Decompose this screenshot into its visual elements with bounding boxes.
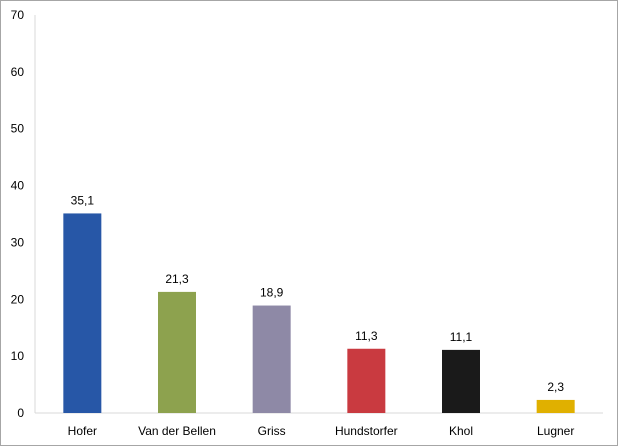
data-labels: 35,1 21,3 18,9 11,3 11,1 2,3	[71, 193, 565, 393]
bars	[63, 213, 575, 413]
x-tick-label: Hundstorfer	[335, 424, 398, 438]
bar-khol	[442, 349, 480, 413]
bar-hundstorfer	[347, 348, 386, 413]
data-label: 35,1	[71, 193, 95, 207]
bar-hofer	[63, 213, 102, 413]
bar-lugner	[536, 399, 575, 413]
data-label: 21,3	[165, 272, 189, 286]
y-tick-label: 10	[11, 349, 25, 363]
x-tick-label: Hofer	[68, 424, 97, 438]
y-tick-label: 20	[11, 292, 25, 306]
y-axis: 0 10 20 30 40 50 60 70	[11, 8, 36, 420]
x-axis: Hofer Van der Bellen Griss Hundstorfer Khol L…	[35, 412, 603, 438]
data-label: 18,9	[260, 286, 284, 300]
y-tick-label: 30	[11, 235, 25, 249]
data-label: 11,3	[355, 329, 378, 343]
y-tick-label: 0	[17, 406, 24, 420]
x-tick-label: Lugner	[537, 424, 574, 438]
x-tick-label: Griss	[258, 424, 286, 438]
y-tick-label: 50	[11, 122, 25, 136]
y-tick-label: 70	[11, 8, 25, 22]
bar-van-der-bellen	[158, 291, 196, 413]
x-tick-label: Khol	[449, 424, 473, 438]
bar-griss	[252, 305, 291, 413]
y-tick-label: 60	[11, 65, 25, 79]
y-tick-label: 40	[11, 179, 25, 193]
data-label: 2,3	[547, 380, 564, 394]
data-label: 11,1	[450, 330, 473, 344]
x-tick-label: Van der Bellen	[138, 424, 216, 438]
